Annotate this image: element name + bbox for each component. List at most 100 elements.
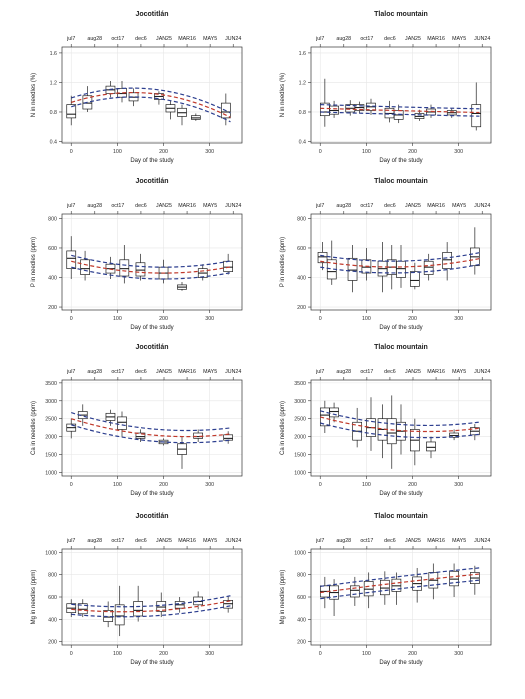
box-body [223, 260, 234, 272]
top-date-label: oct17 [111, 538, 124, 544]
box-plot [135, 429, 146, 442]
y-tick-label: 1.6 [299, 51, 306, 57]
top-date-label: JAN25 [156, 203, 172, 209]
box-plot [80, 250, 90, 281]
box-plot [329, 579, 339, 616]
y-tick-label: 0.4 [299, 140, 306, 146]
top-date-label: MAR16 [427, 36, 445, 42]
box-plot [223, 431, 234, 444]
ci-lower-curve [71, 424, 231, 444]
x-tick-label: 300 [454, 651, 463, 657]
box-plot [197, 264, 208, 281]
box-plot [469, 227, 480, 275]
box-plot [449, 563, 459, 597]
box-plot [177, 104, 187, 126]
y-tick-label: 3500 [45, 381, 57, 387]
x-tick-label: 0 [319, 482, 322, 488]
box-plot [114, 585, 125, 637]
y-tick-label: 1.6 [50, 51, 57, 57]
box-body [329, 407, 339, 418]
y-tick-label: 600 [48, 595, 57, 601]
box-plot [329, 100, 339, 118]
x-axis-label: Day of the study [130, 660, 173, 666]
box-body [135, 262, 146, 277]
fit-curve [320, 107, 480, 114]
x-axis-label: Day of the study [379, 660, 422, 666]
y-tick-label: 0.4 [50, 140, 57, 146]
y-tick-label: 1.2 [50, 80, 57, 86]
top-date-label: dec6 [135, 369, 147, 375]
x-tick-label: 300 [205, 482, 214, 488]
box-plot [347, 245, 358, 293]
ci-lower-curve [320, 263, 480, 274]
x-tick-label: 200 [159, 149, 168, 155]
top-date-label: MAR16 [178, 538, 196, 544]
box-plot [156, 592, 167, 618]
ci-lower-curve [320, 422, 480, 439]
top-date-label: jul7 [315, 36, 324, 42]
box-body [135, 432, 146, 439]
chart-title: Jocotitlán [135, 11, 168, 18]
y-tick-label: 1.2 [299, 80, 306, 86]
plot-frame [310, 213, 492, 311]
x-tick-label: 100 [362, 651, 371, 657]
box-plot [66, 236, 77, 279]
x-tick-label: 300 [454, 482, 463, 488]
top-date-label: aug28 [336, 36, 351, 42]
top-date-label: MAY5 [452, 538, 466, 544]
chart-panel: Tlaloc mountain jul7 aug28 oct17 dec6 JAN25 MA… [280, 178, 492, 331]
y-axis-label: P in needles (ppm) [280, 237, 286, 287]
x-tick-label: 0 [70, 149, 73, 155]
y-tick-label: 200 [297, 640, 306, 646]
y-tick-label: 400 [297, 617, 306, 623]
box-plot [391, 572, 402, 605]
box-body [80, 259, 90, 275]
box-body [396, 260, 406, 278]
chart-title: Jocotitlán [135, 344, 168, 351]
box-body [66, 250, 77, 269]
top-date-label: JAN25 [405, 203, 421, 209]
chart-title: Jocotitlán [135, 178, 168, 185]
x-tick-label: 0 [319, 316, 322, 322]
box-body [117, 416, 127, 430]
y-axis-label: N in needles (%) [280, 73, 286, 117]
y-tick-label: 1000 [294, 550, 306, 556]
top-date-label: jul7 [66, 36, 75, 42]
ci-upper-curve [320, 104, 480, 110]
top-date-label: oct17 [360, 36, 373, 42]
box-body [193, 432, 204, 439]
top-date-label: jul7 [315, 203, 324, 209]
box-body [317, 252, 328, 264]
fit-curve [320, 258, 480, 268]
x-axis-label: Day of the study [379, 158, 422, 164]
top-date-label: aug28 [87, 36, 102, 42]
box-plot [377, 404, 388, 459]
top-date-label: aug28 [336, 369, 351, 375]
chart-title: Jocotitlán [135, 513, 168, 520]
y-tick-label: 2000 [294, 435, 306, 441]
box-plot [446, 108, 457, 118]
y-tick-label: 400 [297, 276, 306, 282]
top-date-label: dec6 [135, 203, 147, 209]
top-date-label: jul7 [315, 369, 324, 375]
top-date-label: JUN24 [474, 538, 490, 544]
y-tick-label: 1500 [294, 453, 306, 459]
y-tick-label: 1000 [45, 470, 57, 476]
ci-upper-curve [71, 412, 231, 432]
box-body [449, 570, 459, 587]
x-tick-label: 300 [454, 316, 463, 322]
chart-title: Tlaloc mountain [374, 178, 428, 185]
box-plot [396, 404, 406, 455]
x-tick-label: 300 [205, 316, 214, 322]
x-tick-label: 100 [113, 316, 122, 322]
x-tick-label: 200 [408, 482, 417, 488]
box-plot [363, 572, 374, 609]
chart-panel: Jocotitlán jul7 aug28 oct17 dec6 JAN25 MAR16 MA… [31, 513, 243, 666]
plot-frame [310, 379, 492, 477]
x-tick-label: 100 [362, 149, 371, 155]
box-body [379, 579, 390, 596]
box-body [133, 601, 144, 617]
box-plot [177, 436, 187, 469]
box-plot [154, 91, 164, 105]
ci-lower-curve [320, 111, 480, 117]
